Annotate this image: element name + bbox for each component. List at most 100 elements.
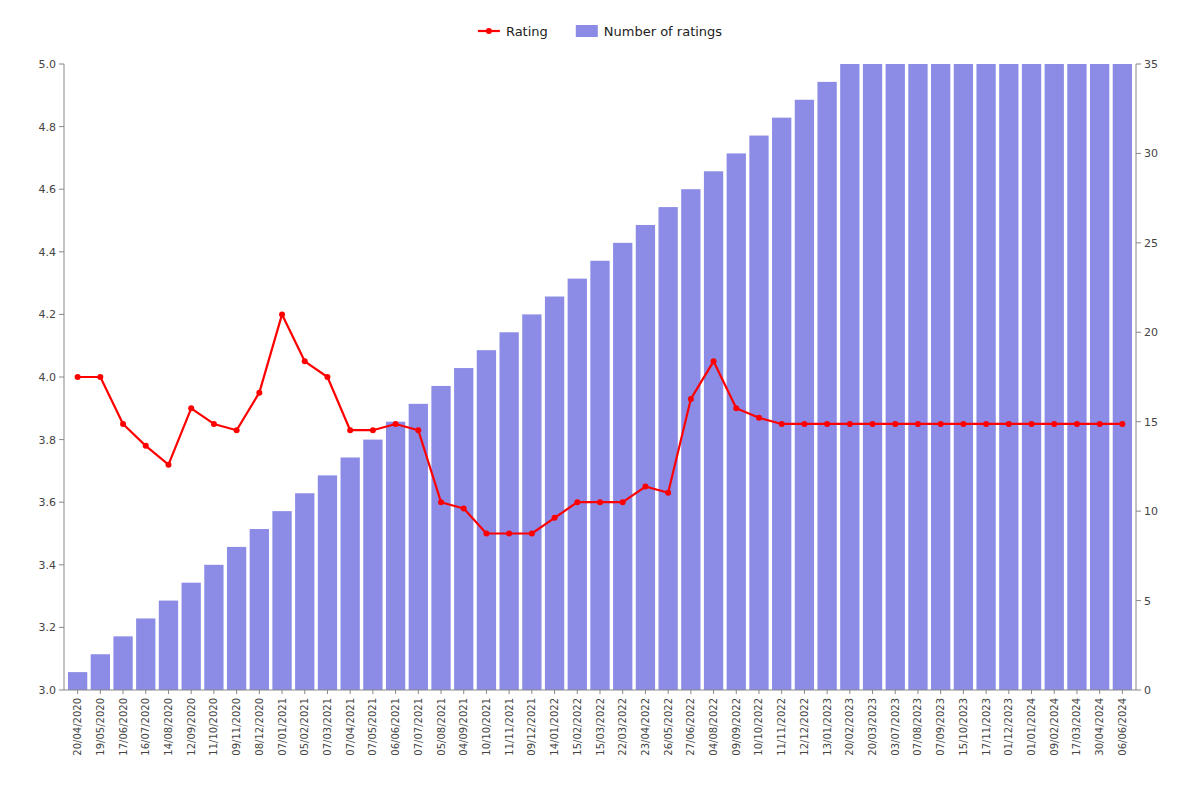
- marker: [234, 427, 240, 433]
- tick: [1122, 690, 1123, 694]
- category-label: 23/04/2022: [640, 698, 651, 756]
- tick: [145, 690, 146, 694]
- bar: [91, 654, 110, 690]
- category-label: 17/11/2023: [981, 698, 992, 756]
- tick: [554, 690, 555, 694]
- category-label: 15/02/2022: [572, 698, 583, 756]
- marker: [324, 374, 330, 380]
- tick: [1136, 242, 1141, 243]
- marker: [279, 311, 285, 317]
- tick: [59, 502, 64, 503]
- marker: [870, 421, 876, 427]
- category-label: 11/10/2020: [208, 698, 219, 756]
- tick-label: 4.0: [39, 371, 57, 384]
- category-label: 11/11/2021: [504, 698, 515, 756]
- bar: [363, 440, 382, 690]
- category-label: 09/11/2020: [231, 698, 242, 756]
- tick: [690, 690, 691, 694]
- tick: [781, 690, 782, 694]
- tick: [531, 690, 532, 694]
- bar: [431, 386, 450, 690]
- marker: [1029, 421, 1035, 427]
- tick: [463, 690, 464, 694]
- category-label: 01/01/2024: [1026, 698, 1037, 756]
- marker: [120, 421, 126, 427]
- tick: [1099, 690, 1100, 694]
- tick: [1136, 153, 1141, 154]
- tick: [758, 690, 759, 694]
- category-label: 30/04/2024: [1094, 698, 1105, 756]
- category-label: 07/01/2021: [277, 698, 288, 756]
- bar: [1113, 64, 1132, 690]
- marker: [642, 484, 648, 490]
- tick: [486, 690, 487, 694]
- tick: [600, 690, 601, 694]
- marker: [165, 462, 171, 468]
- category-label: 10/10/2022: [753, 698, 764, 756]
- tick-label: 3.0: [39, 684, 57, 697]
- category-label: 10/10/2021: [481, 698, 492, 756]
- series-bar: [68, 64, 1132, 690]
- bar: [1067, 64, 1086, 690]
- bar: [227, 547, 246, 690]
- tick-label: 3.2: [39, 621, 57, 634]
- tick: [372, 690, 373, 694]
- bar: [954, 64, 973, 690]
- bar: [772, 118, 791, 690]
- marker: [597, 499, 603, 505]
- bar: [386, 422, 405, 690]
- marker: [97, 374, 103, 380]
- category-label: 07/05/2021: [367, 698, 378, 756]
- category-label: 14/01/2022: [549, 698, 560, 756]
- series-line: [75, 311, 1126, 536]
- tick: [849, 690, 850, 694]
- category-label: 15/03/2022: [595, 698, 606, 756]
- category-label: 09/09/2022: [731, 698, 742, 756]
- bar: [159, 601, 178, 690]
- category-label: 11/11/2022: [776, 698, 787, 756]
- marker: [960, 421, 966, 427]
- bar: [931, 64, 950, 690]
- tick-label: 3.4: [39, 559, 57, 572]
- bar: [568, 279, 587, 690]
- marker: [461, 505, 467, 511]
- category-label: 17/06/2020: [118, 698, 129, 756]
- tick-label: 35: [1144, 58, 1158, 71]
- tick: [736, 690, 737, 694]
- tick: [895, 690, 896, 694]
- marker: [1074, 421, 1080, 427]
- marker: [211, 421, 217, 427]
- bar: [863, 64, 882, 690]
- tick: [59, 564, 64, 565]
- tick: [59, 189, 64, 190]
- tick-label: 5.0: [39, 58, 57, 71]
- category-label: 08/12/2020: [254, 698, 265, 756]
- bar: [658, 207, 677, 690]
- legend-swatch: [576, 25, 598, 37]
- category-label: 20/02/2023: [844, 698, 855, 756]
- tick: [59, 439, 64, 440]
- category-label: 15/10/2023: [958, 698, 969, 756]
- bar: [545, 297, 564, 690]
- tick-label: 0: [1144, 684, 1151, 697]
- marker: [1119, 421, 1125, 427]
- marker: [438, 499, 444, 505]
- bar: [1045, 64, 1064, 690]
- bar: [681, 189, 700, 690]
- tick: [1008, 690, 1009, 694]
- tick: [59, 314, 64, 315]
- tick: [1136, 332, 1141, 333]
- legend-item: Number of ratings: [576, 24, 723, 39]
- bar: [704, 171, 723, 690]
- tick: [1054, 690, 1055, 694]
- category-label: 04/08/2022: [708, 698, 719, 756]
- category-label: 12/09/2020: [186, 698, 197, 756]
- marker: [1097, 421, 1103, 427]
- tick: [418, 690, 419, 694]
- marker: [711, 358, 717, 364]
- bar: [817, 82, 836, 690]
- category-label: 19/05/2020: [95, 698, 106, 756]
- legend-label: Number of ratings: [604, 24, 723, 39]
- tick: [1136, 600, 1141, 601]
- bar: [477, 350, 496, 690]
